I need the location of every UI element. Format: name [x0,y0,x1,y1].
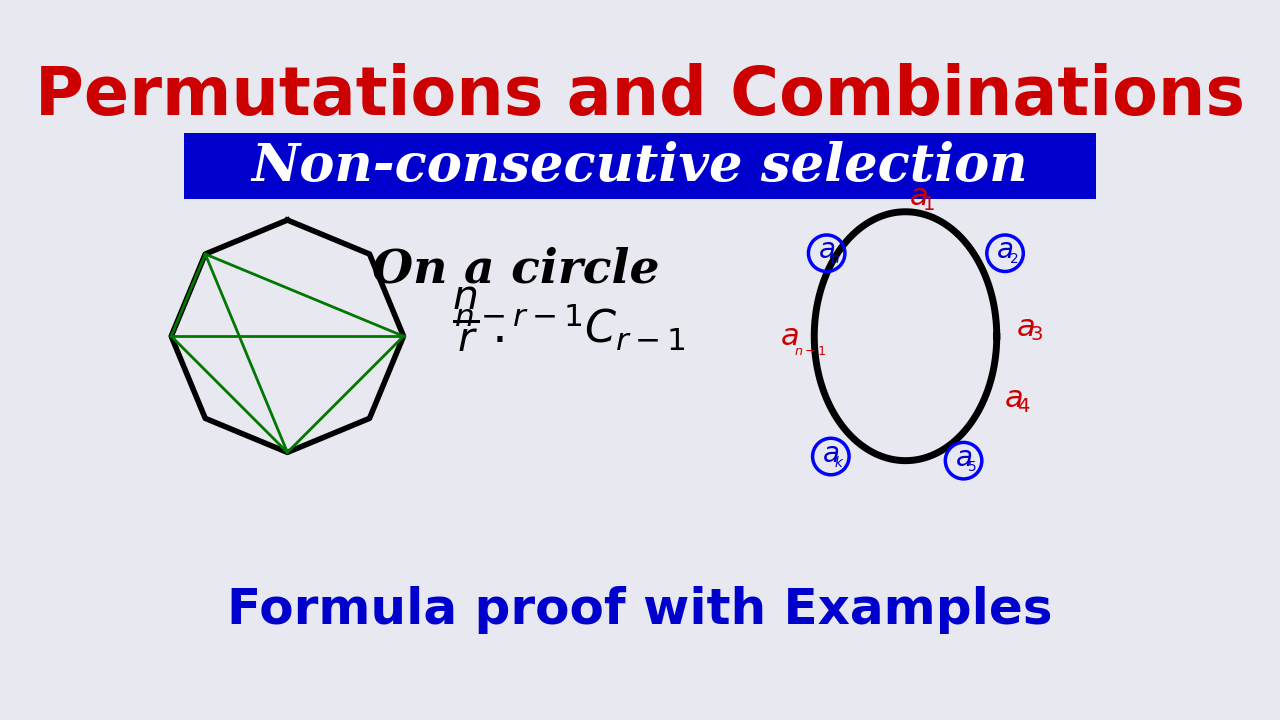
Text: Formula proof with Examples: Formula proof with Examples [228,586,1052,634]
Text: $4$: $4$ [1018,397,1030,415]
Text: $a$: $a$ [1016,312,1036,343]
Text: $_{n-1}$: $_{n-1}$ [794,340,827,358]
Text: $_k$: $_k$ [833,451,845,469]
FancyBboxPatch shape [183,133,1097,199]
Text: $a$: $a$ [822,441,840,467]
Text: $1$: $1$ [923,196,936,214]
Text: $a$: $a$ [996,238,1014,264]
Text: $.$: $.$ [492,304,503,352]
Text: $_2$: $_2$ [1009,248,1018,266]
Text: $3$: $3$ [1030,325,1043,343]
Text: $\frac{n}{r}$: $\frac{n}{r}$ [452,285,480,354]
Text: $_5$: $_5$ [966,456,977,474]
Text: $_n$: $_n$ [829,248,840,266]
Text: $a$: $a$ [955,445,973,472]
Text: $a$: $a$ [1004,383,1023,414]
Text: $a$: $a$ [780,320,799,351]
Text: Non-consecutive selection: Non-consecutive selection [252,140,1028,192]
Text: Permutations and Combinations: Permutations and Combinations [35,63,1245,129]
Text: $a$: $a$ [909,181,927,212]
Text: ${}^{n-r-1}C_{r-1}$: ${}^{n-r-1}C_{r-1}$ [453,302,685,354]
Text: On a circle: On a circle [371,247,659,293]
Text: $a$: $a$ [818,238,836,264]
